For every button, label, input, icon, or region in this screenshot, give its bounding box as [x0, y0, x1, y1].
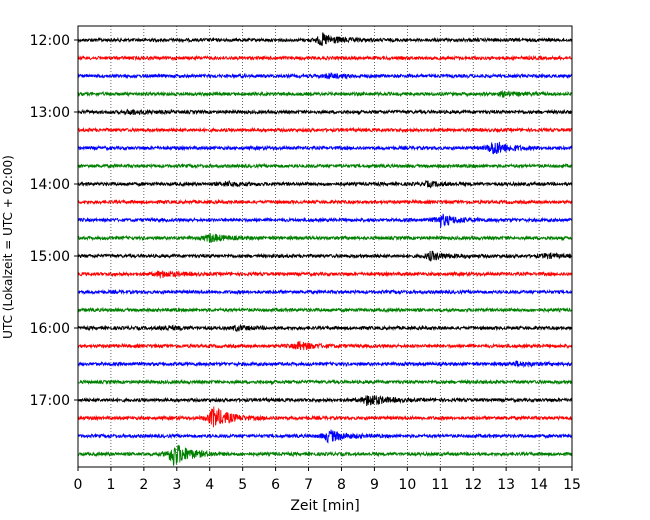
trace-1200	[77, 32, 573, 46]
trace-1615	[77, 340, 573, 351]
trace-1445	[77, 233, 573, 243]
x-tick-label: 12	[464, 477, 482, 493]
plot-frame	[77, 25, 573, 468]
trace-1545	[77, 306, 573, 314]
trace-1245	[77, 89, 573, 99]
x-tick-label: 9	[370, 477, 379, 493]
x-tick-label: 6	[271, 477, 280, 493]
x-tick-label: 8	[337, 477, 346, 493]
trace-1645	[77, 378, 573, 386]
trace-1400	[77, 179, 573, 189]
trace-1745	[77, 444, 573, 466]
trace-1715	[77, 406, 573, 428]
y-axis-ticks: 12:00 13:00 14:00 15:00 16:00 17:00	[30, 33, 78, 409]
trace-1230	[77, 72, 573, 80]
trace-1600	[77, 323, 573, 333]
trace-1700	[77, 395, 573, 406]
y-tick-label: 12:00	[30, 33, 70, 49]
x-tick-label: 5	[238, 477, 247, 493]
y-tick-label: 15:00	[30, 249, 70, 265]
y-tick-label: 16:00	[30, 321, 70, 337]
x-tick-label: 4	[205, 477, 214, 493]
trace-1515	[77, 269, 573, 279]
x-axis-label: Zeit [min]	[290, 498, 359, 514]
x-tick-label: 7	[304, 477, 313, 493]
x-tick-label: 15	[563, 477, 581, 493]
plot-background	[78, 26, 572, 467]
y-tick-label: 17:00	[30, 393, 70, 409]
trace-1530	[77, 288, 572, 296]
trace-1330	[77, 141, 573, 155]
x-tick-label: 3	[172, 477, 181, 493]
x-tick-label: 10	[398, 477, 416, 493]
trace-1630	[77, 360, 573, 369]
y-tick-label: 14:00	[30, 177, 70, 193]
traces	[77, 32, 573, 466]
y-axis-label: UTC (Lokalzeit = UTC + 02:00)	[1, 155, 15, 339]
x-axis-ticks: 0 1 2 3 4 5 6 7 8 9 10 11 12 13 14 15	[74, 467, 581, 493]
x-tick-label: 2	[139, 477, 148, 493]
x-tick-label: 11	[431, 477, 449, 493]
trace-1415	[77, 198, 573, 206]
trace-1300	[77, 108, 573, 116]
x-tick-label: 0	[74, 477, 83, 493]
x-tick-label: 13	[497, 477, 515, 493]
trace-1730	[77, 429, 573, 444]
x-tick-label: 1	[106, 477, 115, 493]
trace-1430	[77, 213, 573, 229]
trace-1345	[77, 162, 573, 170]
y-tick-label: 13:00	[30, 105, 70, 121]
x-tick-label: 14	[530, 477, 548, 493]
trace-1215	[77, 54, 573, 62]
trace-1500	[77, 250, 573, 262]
trace-1315	[77, 126, 573, 134]
